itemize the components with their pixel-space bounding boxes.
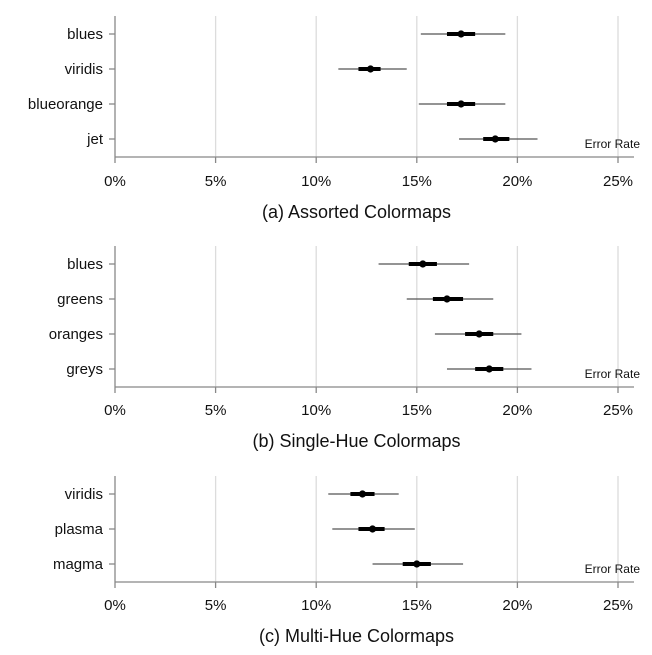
panel-caption: (b) Single-Hue Colormaps [252, 431, 460, 451]
mean-point-viridis [358, 490, 367, 498]
mean-point-blues [419, 260, 427, 268]
mean-point-viridis [366, 65, 375, 73]
category-label-blues: blues [67, 256, 103, 273]
category-label-jet: jet [86, 131, 104, 148]
category-label-greys: greys [66, 361, 103, 378]
x-tick-label-4: 20% [502, 597, 532, 614]
x-tick-label-3: 15% [402, 173, 432, 190]
panel-3: 0% 5% 10% 15% 20% 25% Error Rate viridis plasma m… [53, 476, 640, 646]
panel-2: 0% 5% 10% 15% 20% 25% Error Rate blues greens ora… [49, 246, 641, 451]
mean-point-jet [491, 135, 499, 143]
panel-1: 0% 5% 10% 15% 20% 25% Error Rate blues viridis bl… [28, 16, 640, 222]
x-tick-label-5: 25% [603, 173, 633, 190]
x-tick-label-1: 5% [205, 597, 227, 614]
x-tick-label-1: 5% [205, 402, 227, 419]
x-tick-label-5: 25% [603, 402, 633, 419]
x-axis-title: Error Rate [585, 367, 641, 381]
x-tick-label-2: 10% [301, 597, 331, 614]
panel-caption: (c) Multi-Hue Colormaps [259, 626, 454, 646]
x-axis-title: Error Rate [585, 137, 641, 151]
category-label-blueorange: blueorange [28, 96, 103, 113]
category-label-viridis: viridis [65, 61, 103, 78]
x-tick-label-4: 20% [502, 402, 532, 419]
x-tick-label-5: 25% [603, 597, 633, 614]
x-tick-label-4: 20% [502, 173, 532, 190]
panel-caption: (a) Assorted Colormaps [262, 202, 451, 222]
x-tick-label-1: 5% [205, 173, 227, 190]
mean-point-greys [485, 365, 493, 373]
mean-point-oranges [475, 330, 483, 338]
category-label-blues: blues [67, 26, 103, 43]
mean-point-magma [413, 560, 421, 568]
category-label-viridis: viridis [65, 486, 103, 503]
x-tick-label-0: 0% [104, 402, 126, 419]
mean-point-blueorange [457, 100, 465, 108]
x-tick-label-0: 0% [104, 173, 126, 190]
category-label-magma: magma [53, 556, 104, 573]
mean-point-blues [457, 30, 465, 38]
x-tick-label-2: 10% [301, 402, 331, 419]
mean-point-plasma [368, 525, 377, 533]
x-axis-title: Error Rate [585, 562, 641, 576]
x-tick-label-2: 10% [301, 173, 331, 190]
x-tick-label-3: 15% [402, 597, 432, 614]
x-tick-label-0: 0% [104, 597, 126, 614]
category-label-plasma: plasma [55, 521, 104, 538]
mean-point-greens [443, 295, 451, 303]
category-label-oranges: oranges [49, 326, 103, 343]
category-label-greens: greens [57, 291, 103, 308]
x-tick-label-3: 15% [402, 402, 432, 419]
